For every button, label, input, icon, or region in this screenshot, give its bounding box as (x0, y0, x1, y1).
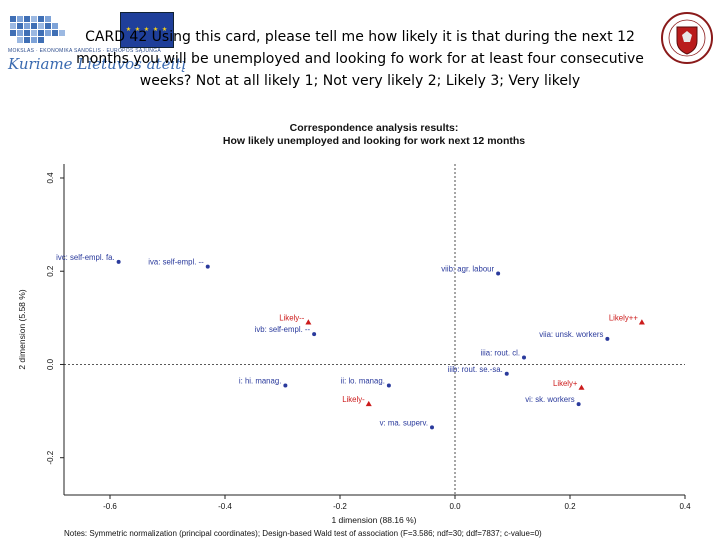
x-tick-label: 0.4 (679, 502, 691, 511)
y-tick-label: 0.4 (46, 172, 55, 184)
occupation-label: v: ma. superv. (380, 418, 428, 427)
occupation-point (116, 259, 121, 264)
eu-flag-icon: ★ ★ ★ ★ ★ (120, 12, 174, 48)
correspondence-chart: Correspondence analysis results: How lik… (0, 112, 720, 540)
occupation-label: vi: sk. workers (525, 395, 574, 404)
x-tick-label: 0.0 (449, 502, 461, 511)
likelihood-point (365, 400, 372, 407)
occupation-label: ivb: self-empl. -- (255, 325, 311, 334)
title-line-1: CARD 42 Using this card, please tell me … (85, 29, 635, 45)
occupation-point (605, 336, 610, 341)
x-axis-label: 1 dimension (88.16 %) (331, 515, 416, 525)
occupation-label: ivc: self-empl. fa. (56, 253, 115, 262)
y-axis-label: 2 dimension (5.58 %) (17, 289, 27, 369)
occupation-label: iiia: rout. cl. (481, 348, 520, 357)
title-line-2: months you will be unemployed and lookin… (76, 51, 644, 67)
occupation-point (386, 383, 391, 388)
occupation-label: iva: self-empl. -- (148, 258, 204, 267)
occupation-point (496, 271, 501, 276)
likelihood-point (578, 384, 585, 390)
likelihood-point (638, 319, 645, 325)
logo-slogan: Kuriame Lietuvos ateitį (8, 55, 187, 73)
occupation-point (522, 355, 526, 360)
likelihood-label: Likely-- (279, 314, 305, 323)
y-tick-label: 0.0 (46, 358, 55, 370)
occupation-point (205, 264, 210, 269)
x-tick-label: -0.2 (333, 502, 347, 511)
chart-container: Correspondence analysis results: How lik… (0, 112, 720, 540)
slide-title: CARD 42 Using this card, please tell me … (50, 26, 670, 92)
occupation-point (430, 425, 434, 430)
slide-header: ★ ★ ★ ★ ★ MOKSLAS · EKONOMIKA SANDĖLIS ·… (0, 0, 720, 112)
occupation-label: ii: lo. manag. (341, 376, 385, 385)
occupation-label: viib: agr. labour (441, 265, 494, 274)
y-tick-label: 0.2 (46, 265, 55, 277)
likelihood-label: Likely++ (609, 314, 638, 323)
university-seal-icon (661, 12, 713, 64)
eu-funding-logo: ★ ★ ★ ★ ★ MOKSLAS · EKONOMIKA SANDĖLIS ·… (8, 10, 186, 73)
mosaic-map-icon (10, 16, 65, 43)
occupation-label: iiib: rout. se.-sa. (448, 365, 503, 374)
likelihood-label: Likely+ (553, 379, 578, 388)
likelihood-label: Likely- (342, 395, 365, 404)
x-tick-label: 0.2 (564, 502, 576, 511)
title-line-3: weeks? Not at all likely 1; Not very lik… (139, 73, 581, 89)
occupation-point (504, 371, 509, 376)
occupation-point (312, 332, 317, 337)
occupation-label: viia: unsk. workers (539, 330, 603, 339)
logo-subtitle: MOKSLAS · EKONOMIKA SANDĖLIS · EUROPOS S… (8, 48, 161, 54)
occupation-label: i: hi. manag. (239, 376, 281, 385)
chart-note: Notes: Symmetric normalization (principa… (64, 529, 542, 538)
likelihood-point (305, 319, 312, 325)
x-tick-label: -0.4 (218, 502, 232, 511)
chart-subtitle: How likely unemployed and looking for wo… (223, 135, 525, 147)
chart-title: Correspondence analysis results: (290, 122, 459, 134)
occupation-point (283, 383, 288, 388)
occupation-point (576, 402, 581, 407)
x-tick-label: -0.6 (103, 502, 117, 511)
y-tick-label: -0.2 (46, 450, 55, 464)
